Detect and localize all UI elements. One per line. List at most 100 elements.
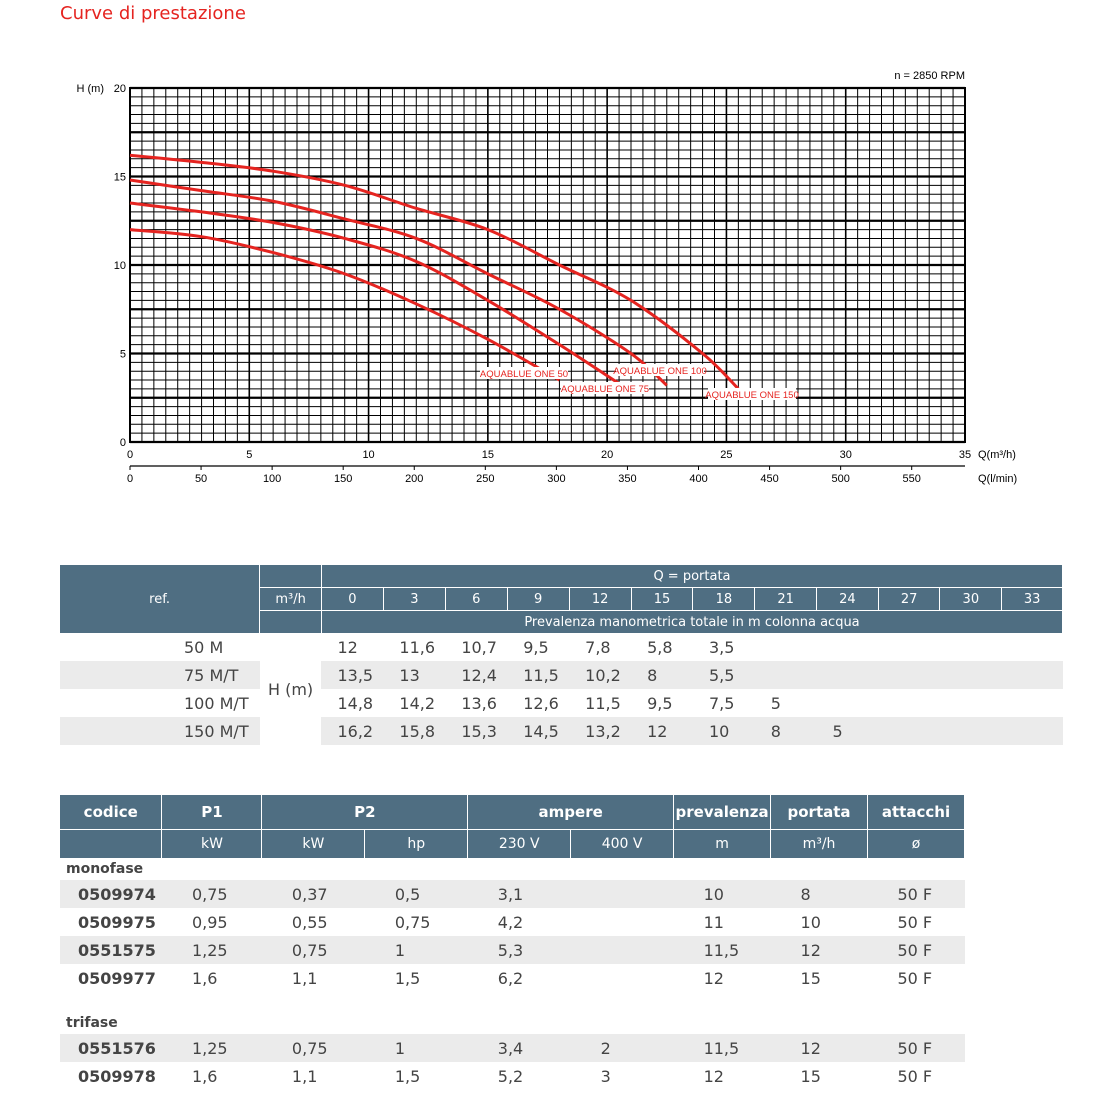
- x-tick-label: 30: [840, 449, 852, 461]
- perf-ref: 100 M/T: [184, 693, 249, 713]
- q-value: 24: [816, 587, 879, 611]
- spec-row: 0509978 1,6 1,1 1,5 5,2 3 12 15 50 F: [60, 1062, 965, 1090]
- x-tick-label: 35: [959, 449, 971, 461]
- x2-axis-label: Q(l/min): [978, 473, 1017, 485]
- spec-p1: 1,6: [191, 1066, 218, 1086]
- x-tick-label: 5: [246, 449, 252, 461]
- spec-prev: 12: [703, 1066, 724, 1086]
- unit-cell: 400 V: [570, 829, 675, 858]
- header-p2: P2: [261, 795, 469, 830]
- perf-value: 8: [754, 717, 817, 745]
- perf-value: 14,2: [399, 693, 436, 713]
- spec-p1: 0,75: [161, 880, 262, 908]
- spec-hp: 0,5: [364, 880, 468, 908]
- perf-value: [817, 689, 879, 717]
- perf-value: [754, 661, 817, 689]
- spec-row: 0551575 1,25 0,75 1 5,3 11,5 12 50 F: [60, 936, 965, 964]
- spec-p1: 1,25: [161, 1034, 262, 1062]
- spec-prev: 10: [673, 880, 771, 908]
- x-tick-label: 15: [482, 449, 494, 461]
- spec-a230: 3,1: [467, 880, 571, 908]
- series-label-bg: [708, 388, 796, 400]
- series-line: [129, 178, 668, 387]
- header-attacchi: attacchi: [867, 795, 966, 830]
- q-header: Q = portata: [321, 565, 1064, 588]
- x-axis-label: Q(m³/h): [978, 449, 1016, 461]
- x2-tick-label: 150: [334, 473, 352, 485]
- spec-att: 50 F: [867, 936, 965, 964]
- q-value: 21: [754, 587, 818, 611]
- page-title: Curve di prestazione: [60, 3, 246, 24]
- perf-header-row: ref. Q = portata: [60, 565, 1064, 633]
- group-name: monofase: [66, 861, 144, 877]
- header-portata: portata: [770, 795, 868, 830]
- spec-a230: 6,2: [497, 968, 524, 988]
- perf-ref: 150 M/T: [60, 717, 260, 745]
- q-value: 15: [631, 587, 694, 611]
- unit-cell: 230 V: [467, 829, 572, 858]
- x2-tick-label: 250: [476, 473, 494, 485]
- perf-value: [878, 661, 940, 689]
- perf-row: 75 M/T 13,5 13 12,4 11,5 10,2 8 5,5: [60, 661, 1063, 689]
- spec-row: 0509974 0,75 0,37 0,5 3,1 10 8 50 F: [60, 880, 965, 908]
- header-prevalenza: prevalenza: [673, 795, 772, 830]
- x-tick-label: 25: [720, 449, 732, 461]
- perf-row: 50 M H (m) 12 11,6 10,7 9,5 7,8 5,8 3,5: [60, 633, 1063, 745]
- spec-row: 0509977 1,6 1,1 1,5 6,2 12 15 50 F: [60, 964, 965, 992]
- codice: 0509974: [60, 880, 162, 908]
- codice: 0509977: [78, 968, 156, 988]
- spec-p2kw: 0,55: [291, 912, 328, 932]
- perf-value: 9,5: [523, 637, 549, 657]
- codice: 0509978: [78, 1066, 156, 1086]
- perf-value: [816, 661, 879, 689]
- perf-row: 100 M/T 14,8 14,2 13,6 12,6 11,5 9,5 7,5 5: [60, 689, 1063, 717]
- q-value: 3: [383, 587, 446, 611]
- group-row: monofase: [60, 858, 965, 880]
- unit-cell: [60, 829, 163, 858]
- perf-value: [817, 633, 879, 661]
- perf-value: 12: [337, 637, 358, 657]
- perf-value: 9,5: [647, 693, 673, 713]
- perf-value: 12: [631, 717, 693, 745]
- perf-value: 5: [816, 717, 879, 745]
- y-tick-label: 10: [114, 260, 126, 272]
- y-tick-label: 20: [114, 83, 126, 95]
- spec-att: 50 F: [897, 912, 933, 932]
- spec-a400: 2: [570, 1034, 674, 1062]
- x-tick-label: 20: [601, 449, 613, 461]
- y-tick-label: 0: [120, 437, 126, 449]
- series-label: AQUABLUE ONE 50: [480, 369, 568, 380]
- q-value: 30: [939, 587, 1003, 611]
- spec-port: 15: [800, 968, 821, 988]
- spec-a230: 5,2: [497, 1066, 524, 1086]
- header-ampere: ampere: [467, 795, 675, 830]
- perf-ref: 75 M/T: [60, 661, 260, 689]
- perf-value: 5,5: [692, 661, 755, 689]
- spec-row: 0551576 1,25 0,75 1 3,4 2 11,5 12 50 F: [60, 1034, 965, 1062]
- chart-grid: [129, 86, 966, 444]
- spec-a230: 4,2: [497, 912, 524, 932]
- perf-value: 13,2: [569, 717, 632, 745]
- perf-value: [939, 661, 1002, 689]
- spec-a400: [570, 880, 674, 908]
- codice: 0551576: [60, 1034, 162, 1062]
- perf-value: 14,8: [337, 693, 374, 713]
- perf-value: 15,3: [445, 717, 508, 745]
- unit-cell: ø: [867, 829, 966, 858]
- spec-port: 12: [770, 936, 868, 964]
- perf-value: 3,5: [708, 637, 735, 657]
- perf-value: [1001, 717, 1063, 745]
- perf-value: 13,5: [321, 661, 384, 689]
- perf-ref: 50 M: [184, 637, 224, 657]
- header-p1: P1: [161, 795, 263, 830]
- h-label: H (m): [259, 633, 322, 745]
- perf-value: 5,8: [647, 637, 673, 657]
- perf-value: 12,6: [523, 693, 559, 713]
- perf-value: 12,4: [445, 661, 508, 689]
- series-label-bg: [616, 364, 704, 376]
- codice: 0551575: [60, 936, 162, 964]
- perf-value: 8: [631, 661, 693, 689]
- perf-value: [878, 717, 940, 745]
- performance-table: ref. Q = portata m³/h 0 3 6 9 12 15 18 21 24 27 30 33 P…: [60, 565, 1064, 745]
- x2-tick-label: 50: [195, 473, 207, 485]
